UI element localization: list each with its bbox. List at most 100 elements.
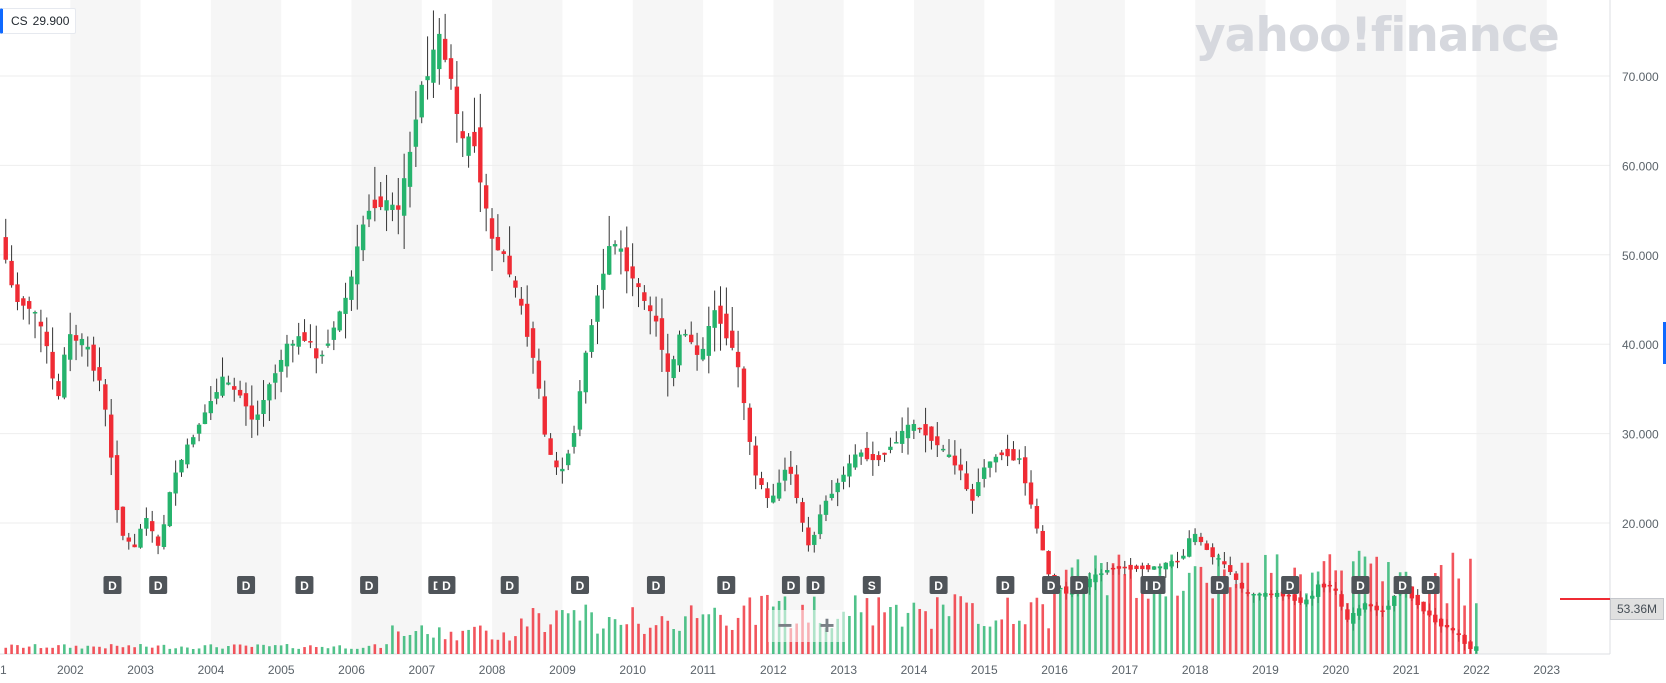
volume-bar xyxy=(1146,598,1150,654)
volume-bar xyxy=(760,595,763,654)
volume-bar xyxy=(1129,567,1132,654)
volume-bar xyxy=(1451,552,1455,654)
scroll-handle[interactable] xyxy=(1663,322,1666,364)
zoom-out-button[interactable]: − xyxy=(777,610,793,640)
volume-bar xyxy=(572,610,576,654)
volume-bar xyxy=(361,647,365,654)
volume-bar xyxy=(396,631,400,654)
volume-bar xyxy=(1275,554,1279,654)
candle-body xyxy=(1128,564,1133,570)
candle-body xyxy=(173,472,178,494)
volume-bar xyxy=(684,616,687,654)
volume-bar xyxy=(355,648,359,654)
candle-body xyxy=(940,448,946,451)
candle-body xyxy=(1163,562,1168,570)
volume-bar xyxy=(467,629,470,654)
candle-body xyxy=(62,354,67,398)
volume-bar xyxy=(900,626,904,654)
volume-bar xyxy=(379,647,383,654)
volume-bar xyxy=(191,648,195,654)
volume-bar xyxy=(1000,619,1004,654)
volume-bar xyxy=(221,648,224,654)
volume-bar xyxy=(689,605,693,654)
candle-body xyxy=(929,426,934,441)
candle-body xyxy=(618,248,624,252)
volume-bar xyxy=(373,644,377,654)
candle-body xyxy=(1228,565,1233,573)
candle-body xyxy=(841,474,846,482)
candle-body xyxy=(401,178,407,216)
volume-bar xyxy=(449,631,453,654)
volume-bar xyxy=(748,597,752,654)
volume-bar xyxy=(63,644,66,654)
event-marker-dividend xyxy=(1210,576,1229,594)
candle-body xyxy=(829,493,835,499)
candle-body xyxy=(694,345,700,355)
candle-body xyxy=(50,351,55,379)
volume-bar xyxy=(139,644,142,654)
candle-body xyxy=(1146,565,1151,570)
volume-bar xyxy=(1141,584,1144,654)
event-marker-label: D xyxy=(787,579,796,593)
volume-bar xyxy=(1469,558,1472,654)
candle-body xyxy=(759,478,764,485)
candle-body xyxy=(1192,533,1198,543)
candle-body xyxy=(665,353,670,372)
candle-body xyxy=(946,454,952,457)
candle-body xyxy=(876,455,881,461)
zoom-in-button[interactable]: + xyxy=(819,610,835,640)
candle-body xyxy=(741,368,747,404)
candle-body xyxy=(413,119,419,147)
candle-body xyxy=(337,311,342,331)
volume-bar xyxy=(1012,623,1015,654)
candle-body xyxy=(888,446,893,450)
volume-bar xyxy=(244,645,248,654)
x-tick-label: 01 xyxy=(0,663,7,677)
volume-bar xyxy=(1428,582,1431,654)
zoom-controls: − + xyxy=(768,610,846,642)
volume-bar xyxy=(596,633,599,654)
event-marker-dividend xyxy=(500,576,519,594)
candle-body xyxy=(642,292,647,301)
volume-bar xyxy=(607,617,611,654)
candle-body xyxy=(478,127,483,183)
candle-body xyxy=(981,467,987,479)
volume-bar xyxy=(514,636,517,654)
candle-body xyxy=(114,455,120,511)
candle-body xyxy=(817,514,823,535)
volume-bar xyxy=(490,639,494,654)
volume-bar xyxy=(994,620,998,654)
series-legend[interactable]: CS 29.900 xyxy=(0,8,77,34)
candle-body xyxy=(1181,555,1186,559)
candle-body xyxy=(109,414,114,458)
candle-body xyxy=(161,524,167,547)
volume-bar xyxy=(1223,569,1226,654)
x-tick-label: 2015 xyxy=(971,663,998,677)
candle-body xyxy=(284,343,290,367)
volume-bar xyxy=(285,644,289,654)
volume-bar xyxy=(1070,567,1074,654)
volume-bar xyxy=(1392,604,1396,654)
candle-body xyxy=(1251,593,1256,596)
volume-bar xyxy=(1264,554,1267,654)
candle-body xyxy=(249,405,255,420)
candle-body xyxy=(864,447,870,460)
candle-body xyxy=(548,438,553,455)
y-tick-label: 50.000 xyxy=(1622,249,1659,263)
candle-body xyxy=(595,295,600,322)
volume-bar xyxy=(953,594,957,654)
volume-bar xyxy=(625,624,629,654)
volume-bar xyxy=(133,647,136,654)
candle-body xyxy=(349,276,354,300)
volume-bar xyxy=(1199,566,1203,654)
volume-bar xyxy=(742,605,746,654)
candle-body xyxy=(191,437,196,445)
candle-body xyxy=(513,280,518,288)
candle-body xyxy=(390,204,395,211)
volume-bar xyxy=(894,604,898,654)
candle-body xyxy=(1210,547,1215,558)
x-tick-label: 2013 xyxy=(830,663,857,677)
candle-body xyxy=(964,473,969,490)
